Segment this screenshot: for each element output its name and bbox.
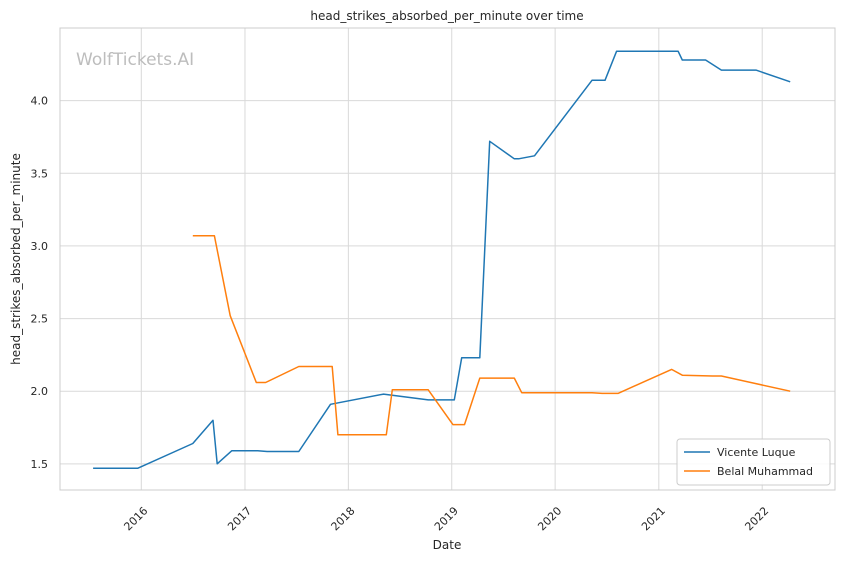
- y-tick-label: 3.0: [31, 240, 49, 253]
- chart-title: head_strikes_absorbed_per_minute over ti…: [310, 9, 583, 23]
- series-line-belal-muhammad: [192, 235, 791, 436]
- gridlines: [60, 28, 835, 490]
- y-tick-label: 2.5: [31, 313, 49, 326]
- legend: Vicente Luque Belal Muhammad: [676, 438, 831, 486]
- plot-frame: [59, 27, 836, 491]
- y-tick-label: 4.0: [31, 95, 49, 108]
- legend-label-vicente-luque: Vicente Luque: [717, 446, 796, 459]
- series-lines: [93, 50, 791, 469]
- watermark: WolfTickets.AI: [76, 50, 194, 70]
- y-tick-label: 3.5: [31, 167, 49, 180]
- y-tick-label: 2.0: [31, 385, 49, 398]
- y-tick-label: 1.5: [31, 458, 49, 471]
- y-axis-label: head_strikes_absorbed_per_minute: [9, 153, 23, 365]
- series-line-vicente-luque: [93, 50, 791, 469]
- legend-box: [676, 438, 831, 486]
- x-axis-label: Date: [433, 538, 462, 552]
- legend-label-belal-muhammad: Belal Muhammad: [717, 465, 813, 478]
- y-tick-labels: 1.5 2.0 2.5 3.0 3.5 4.0: [31, 95, 49, 471]
